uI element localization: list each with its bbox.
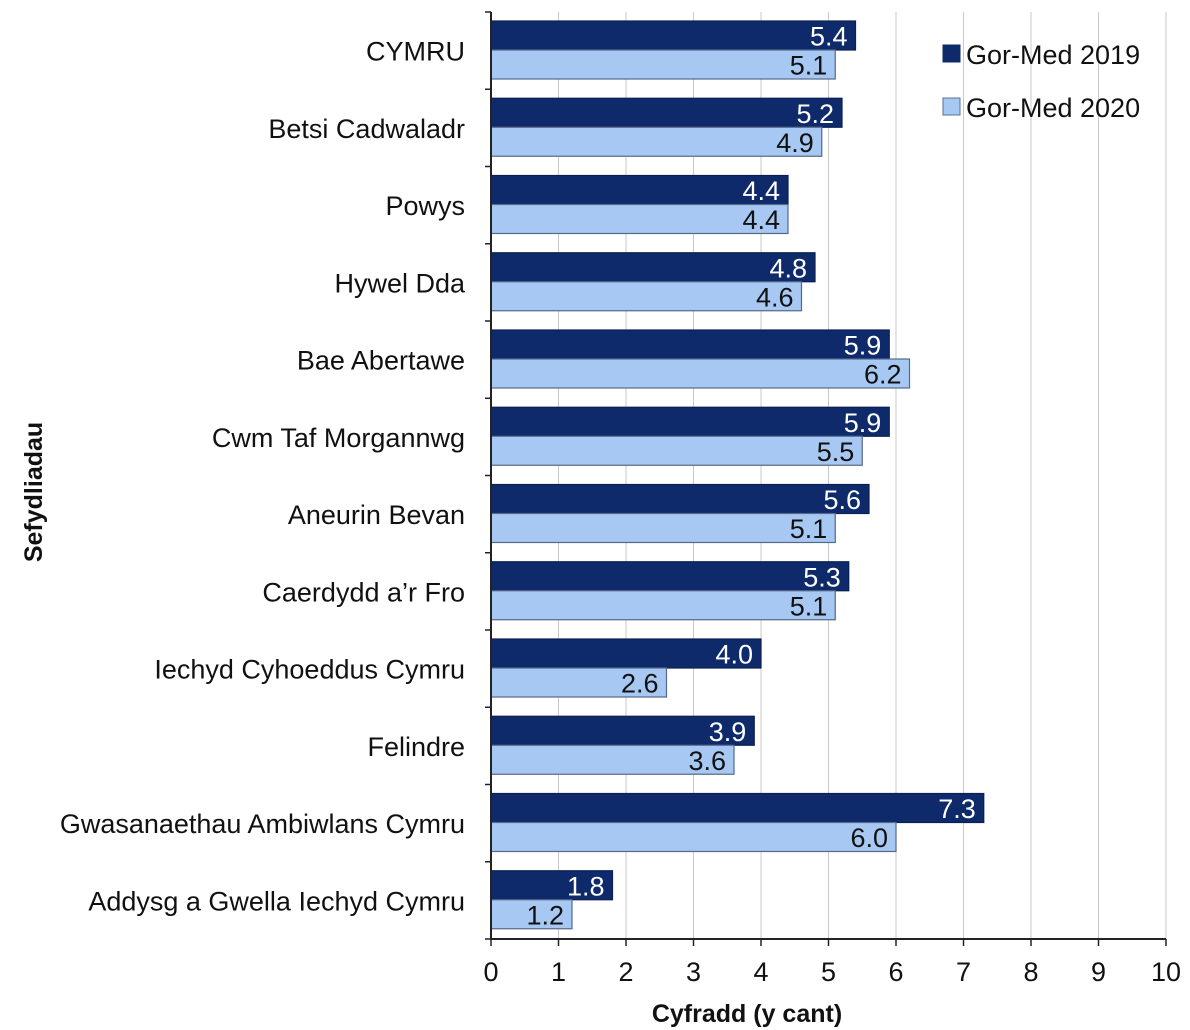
category-label: Powys	[385, 191, 465, 221]
data-label-2020: 5.1	[790, 51, 828, 81]
data-label-2020: 6.0	[850, 823, 888, 853]
data-label-2020: 4.6	[756, 282, 794, 312]
bar-2019	[490, 252, 816, 283]
y-axis-title: Sefydliadau	[20, 422, 48, 562]
category-label: Caerdydd a’r Fro	[262, 577, 465, 607]
bars	[490, 20, 985, 930]
legend-swatch-2020	[942, 97, 961, 116]
bar-2019	[490, 483, 870, 515]
category-label: Aneurin Bevan	[288, 500, 465, 530]
bar-2019	[490, 329, 890, 360]
data-label-2019: 5.6	[823, 485, 861, 515]
data-label-2019: 5.3	[803, 562, 841, 592]
category-label: Hywel Dda	[334, 268, 466, 298]
x-tick-label: 2	[618, 957, 633, 987]
bar-2020	[490, 821, 897, 853]
data-label-2020: 5.5	[817, 437, 855, 467]
data-label-2019: 7.3	[938, 794, 976, 824]
data-label-2020: 4.9	[776, 128, 814, 158]
data-label-2020: 2.6	[621, 669, 659, 699]
category-label: Iechyd Cyhoeddus Cymru	[154, 655, 465, 685]
bar-2020	[490, 126, 823, 157]
bar-2020	[490, 590, 836, 621]
data-label-2019: 5.9	[844, 331, 882, 361]
x-tick-label: 8	[1023, 957, 1038, 987]
x-tick-label: 0	[483, 957, 498, 987]
data-label-2020: 3.6	[688, 746, 726, 776]
data-label-2019: 4.4	[742, 176, 780, 206]
data-label-2019: 4.0	[715, 640, 753, 670]
data-label-2020: 4.4	[742, 205, 780, 235]
data-label-2020: 6.2	[864, 360, 902, 390]
bar-2020	[490, 358, 911, 389]
legend-label-2020: Gor-Med 2020	[966, 93, 1140, 123]
category-label: Bae Abertawe	[297, 346, 465, 376]
data-label-2019: 5.2	[796, 99, 834, 129]
category-label: Cwm Taf Morgannwg	[212, 423, 465, 453]
gridlines	[558, 12, 1167, 939]
bar-2019	[490, 406, 890, 437]
bar-2019	[490, 870, 614, 901]
x-tick-label: 10	[1151, 957, 1181, 987]
x-tick-label: 7	[956, 957, 971, 987]
legend: Gor-Med 2019 Gor-Med 2020	[942, 40, 1140, 123]
x-axis-title: Cyfradd (y cant)	[652, 1000, 842, 1028]
category-label: CYMRU	[366, 37, 465, 67]
data-label-2020: 1.2	[526, 900, 564, 930]
axes	[485, 11, 1167, 946]
data-label-2019: 1.8	[567, 871, 605, 901]
x-tick-label: 4	[753, 957, 768, 987]
legend-swatch-2019	[942, 44, 961, 63]
x-tick-label: 3	[686, 957, 701, 987]
bar-2019	[490, 792, 985, 824]
data-label-2019: 5.4	[810, 22, 848, 52]
bar-2020	[490, 435, 863, 466]
data-label-2019: 4.8	[769, 253, 807, 283]
data-label-2019: 3.9	[709, 717, 747, 747]
category-label: Felindre	[367, 732, 465, 762]
legend-label-2019: Gor-Med 2019	[966, 40, 1140, 70]
x-tick-label: 9	[1091, 957, 1106, 987]
bar-2019	[490, 20, 857, 51]
bar-2019	[490, 97, 843, 128]
bar-2019	[490, 561, 850, 592]
category-label: Addysg a Gwella Iechyd Cymru	[88, 886, 465, 916]
bar-2020	[490, 899, 573, 930]
category-label: Betsi Cadwaladr	[268, 114, 465, 144]
data-label-2020: 5.1	[790, 514, 828, 544]
bar-2020	[490, 512, 836, 544]
bar-2020	[490, 281, 803, 312]
bar-2019	[490, 174, 789, 206]
bar-2020	[490, 49, 836, 80]
x-tick-label: 5	[821, 957, 836, 987]
x-tick-label: 1	[551, 957, 566, 987]
x-tick-label: 6	[888, 957, 903, 987]
category-label: Gwasanaethau Ambiwlans Cymru	[60, 809, 465, 839]
data-label-2019: 5.9	[844, 408, 882, 438]
data-label-2020: 5.1	[790, 591, 828, 621]
